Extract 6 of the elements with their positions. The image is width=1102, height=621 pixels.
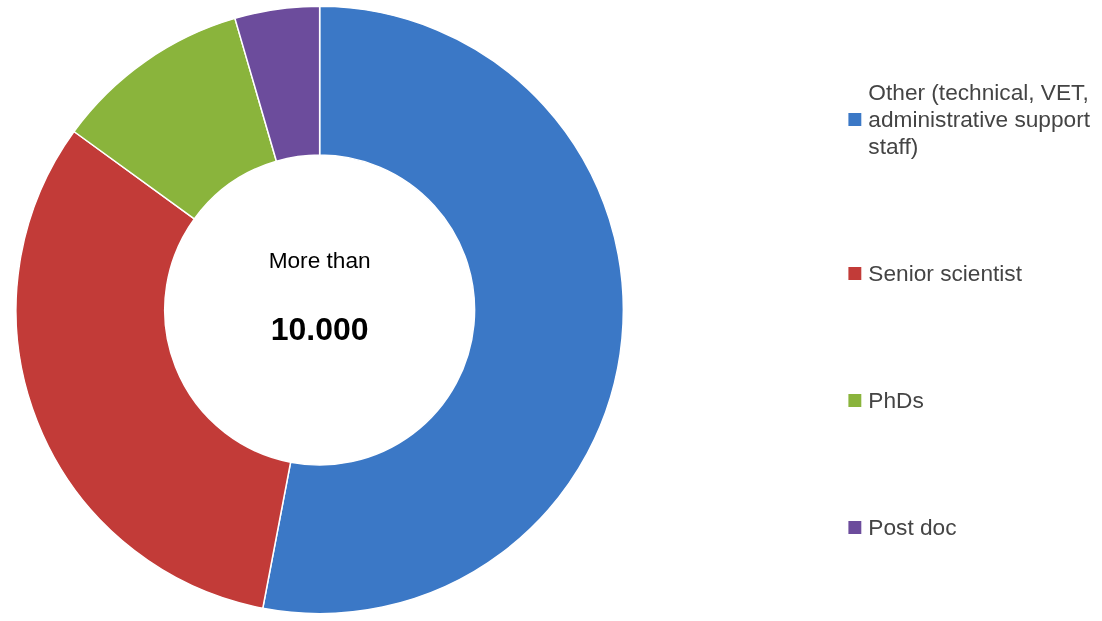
text: 10.000 [270,310,369,347]
legend-label: Senior scientist [868,259,1022,287]
text: More than [268,247,371,274]
legend-label: Post doc [868,513,957,541]
legend-label: PhDs [868,386,924,414]
legend-label: Other (technical, VET, administrative support staff) [868,78,1090,160]
